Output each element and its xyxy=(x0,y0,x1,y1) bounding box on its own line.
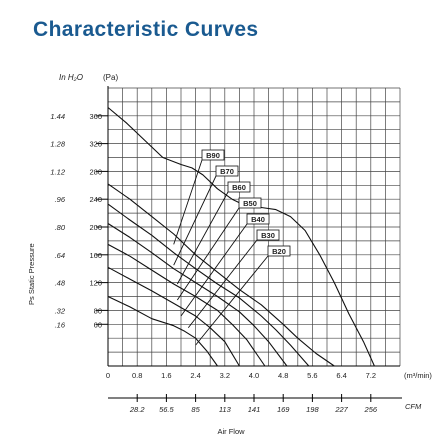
y-tick-label: 320 xyxy=(89,140,102,149)
x-tick-label: 7.2 xyxy=(366,371,376,380)
series-label-b50: B50 xyxy=(243,199,257,208)
cfm-tick-label: 141 xyxy=(248,405,261,414)
cfm-tick-label: 169 xyxy=(277,405,290,414)
y-tick-label: 240 xyxy=(89,195,102,204)
label-box-b70 xyxy=(215,165,239,177)
y-unit-metric-label: (Pa) xyxy=(103,73,118,82)
label-leader-b30 xyxy=(187,239,258,329)
series-label-b70: B70 xyxy=(220,167,234,176)
y-tick-label-inh2o: .48 xyxy=(55,279,66,288)
tick-labels: 60 .16 80 .32 120 .48 160 .64 200 .80 240 .96 280 1.1… xyxy=(50,112,377,414)
y-tick-label: 200 xyxy=(89,223,102,232)
y-tick-label-inh2o: 1.12 xyxy=(50,167,65,176)
series-label-b40: B40 xyxy=(251,215,265,224)
series-line-b50 xyxy=(107,223,288,367)
label-leader-b40 xyxy=(180,223,248,317)
x-unit-metric-label: (m³/min) xyxy=(404,371,432,380)
y-tick-label-inh2o: .80 xyxy=(55,223,66,232)
y-tick-label: 360 xyxy=(89,112,102,121)
x-tick-label: 0.8 xyxy=(132,371,142,380)
label-leader-b50 xyxy=(176,207,240,301)
x-tick-label: 2.4 xyxy=(190,371,200,380)
label-box-b50 xyxy=(238,197,262,209)
series-label-b60: B60 xyxy=(232,183,246,192)
cfm-tick-label: 198 xyxy=(306,405,319,414)
x-axis-title: Air Flow xyxy=(217,427,245,436)
series-label-b30: B30 xyxy=(261,231,275,240)
x-tick-label: 3.2 xyxy=(220,371,230,380)
label-leader-b20 xyxy=(195,255,269,346)
y-tick-label: 160 xyxy=(89,251,102,260)
series-label-b20: B20 xyxy=(272,247,286,256)
x-tick-label: 1.6 xyxy=(161,371,171,380)
y-tick-label-inh2o: .96 xyxy=(55,195,66,204)
axes xyxy=(96,86,402,402)
series-line-b60 xyxy=(107,203,310,367)
y-tick-label: 120 xyxy=(89,279,102,288)
label-leader-b70 xyxy=(173,175,217,266)
label-leader-b90 xyxy=(173,159,203,245)
cfm-tick-label: 85 xyxy=(191,405,200,414)
cfm-tick-label: 28.2 xyxy=(129,405,145,414)
y-tick-label-inh2o: 1.28 xyxy=(50,140,65,149)
label-box-b30 xyxy=(256,229,280,241)
y-tick-label-inh2o: .32 xyxy=(55,306,66,315)
y-tick-label-inh2o: .16 xyxy=(55,320,66,329)
y-tick-label-inh2o: .64 xyxy=(55,251,65,260)
y-axis-title: Ps Static Pressure xyxy=(27,243,36,305)
page-title: Characteristic Curves xyxy=(33,18,259,41)
x-tick-label: 5.6 xyxy=(307,371,317,380)
cfm-tick-label: 56.5 xyxy=(159,405,174,414)
plot-grid xyxy=(107,87,401,367)
series-line-b20 xyxy=(107,296,218,367)
series-line-b30 xyxy=(107,266,240,367)
series-line-b90 xyxy=(107,107,375,367)
series-lines xyxy=(107,107,375,367)
x-tick-label: 0 xyxy=(106,371,110,380)
label-box-b60 xyxy=(227,181,251,193)
label-box-b90 xyxy=(201,149,225,161)
series-line-b70 xyxy=(107,183,335,367)
label-box-b40 xyxy=(246,213,270,225)
y-unit-imperial-label: In H₂O xyxy=(59,73,83,82)
y-tick-label: 60 xyxy=(94,320,102,329)
cfm-tick-label: 113 xyxy=(219,405,232,414)
label-box-b20 xyxy=(267,245,291,257)
series-label-b90: B90 xyxy=(206,151,220,160)
y-tick-label: 80 xyxy=(94,306,102,315)
cfm-tick-label: 256 xyxy=(364,405,378,414)
x-unit-imperial-label: CFM xyxy=(405,402,422,411)
x-tick-label: 6.4 xyxy=(336,371,346,380)
series-line-b40 xyxy=(107,243,266,367)
x-tick-label: 4.0 xyxy=(249,371,259,380)
cfm-tick-label: 227 xyxy=(334,405,348,414)
x-tick-label: 4.8 xyxy=(278,371,288,380)
y-tick-label: 280 xyxy=(89,167,102,176)
y-tick-label-inh2o: 1.44 xyxy=(50,112,65,121)
label-leader-b60 xyxy=(176,191,229,285)
